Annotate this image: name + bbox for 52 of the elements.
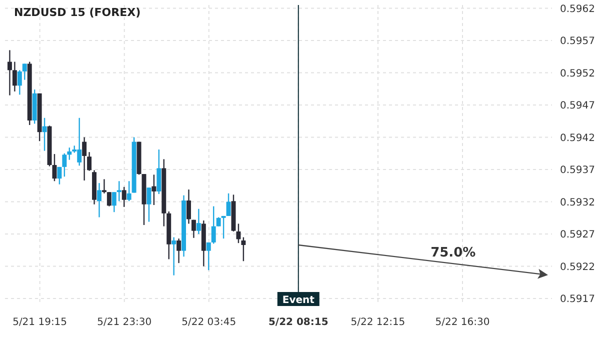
candlestick	[116, 180, 122, 202]
candlestick	[67, 146, 72, 160]
y-tick-label: 0.5922	[560, 262, 595, 273]
candlestick	[126, 180, 132, 202]
y-tick-label: 0.5952	[560, 68, 595, 80]
candlestick	[191, 219, 196, 239]
y-tick-label: 0.5937	[560, 165, 595, 176]
candlestick	[226, 192, 231, 217]
candlestick	[106, 191, 112, 207]
x-tick-label: 5/22 12:15	[350, 317, 406, 328]
candlestick	[22, 63, 27, 80]
y-tick-label: 0.5947	[560, 100, 595, 112]
candlestick	[62, 152, 67, 178]
ref-line-label: Event	[282, 295, 315, 306]
y-tick-label: 0.5917	[560, 294, 595, 306]
candlestick	[241, 236, 246, 262]
y-tick-label: 0.5932	[560, 197, 595, 208]
candlestick	[156, 148, 162, 195]
candlestick	[152, 174, 156, 206]
candlestick	[176, 238, 182, 264]
candlestick	[122, 186, 126, 208]
x-tick-label: 5/22 03:45	[182, 317, 236, 328]
candlestick	[82, 136, 87, 182]
annotation: 75.0%	[430, 246, 476, 261]
candlestick	[172, 236, 176, 276]
candlestick	[236, 223, 241, 244]
candlestick	[146, 186, 152, 222]
candlestick	[7, 50, 12, 96]
candlestick	[216, 216, 221, 227]
candlestick	[42, 117, 47, 152]
candlestick	[96, 182, 102, 218]
y-tick-label: 0.5942	[560, 132, 595, 144]
x-tick-label: 5/22 16:30	[435, 317, 490, 328]
candlestick	[12, 61, 17, 92]
y-tick-label: 0.5927	[560, 230, 595, 241]
candlestick	[57, 166, 62, 185]
candlestick	[112, 191, 116, 213]
y-tick-label: 0.5957	[560, 36, 595, 48]
candlestick	[206, 242, 211, 271]
chart-title: NZDUSD 15 (FOREX)	[14, 6, 141, 19]
candlestick	[17, 70, 22, 96]
x-tick-label: 5/22 08:15	[268, 317, 328, 328]
candlestick	[87, 151, 92, 172]
candlestick	[102, 178, 106, 194]
candlestick	[186, 188, 191, 224]
candlestick	[196, 208, 201, 235]
x-tick-label: 5/21 19:15	[12, 317, 68, 328]
x-tick-label: 5/21 23:30	[97, 317, 152, 328]
candlestick	[221, 215, 226, 240]
y-tick-label: 0.5962	[560, 4, 595, 15]
candlestick	[52, 153, 57, 182]
candlestick	[211, 206, 216, 244]
